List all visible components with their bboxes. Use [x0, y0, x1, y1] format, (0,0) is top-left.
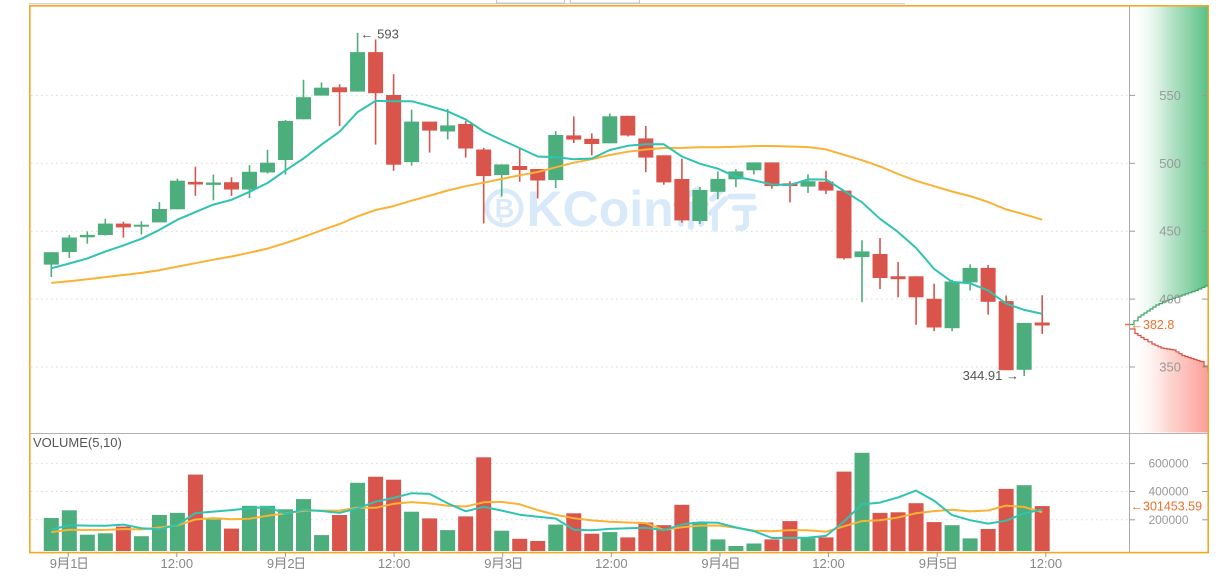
- svg-text:2: 2: [287, 556, 294, 571]
- svg-text:4: 4: [722, 556, 729, 571]
- svg-text:←301453.59: ←301453.59: [1131, 500, 1203, 514]
- svg-text:12:00: 12:00: [595, 556, 628, 571]
- svg-text:450: 450: [1159, 224, 1181, 239]
- svg-text:344.91 →: 344.91 →: [963, 368, 1019, 383]
- svg-text:500: 500: [1159, 156, 1181, 171]
- svg-text:600000: 600000: [1148, 457, 1188, 471]
- svg-text:5: 5: [939, 556, 946, 571]
- svg-text:350: 350: [1159, 360, 1181, 375]
- svg-text:12:00: 12:00: [378, 556, 411, 571]
- svg-text:← 593: ← 593: [361, 27, 399, 42]
- svg-text:B: B: [495, 194, 515, 224]
- svg-text:1: 1: [70, 556, 77, 571]
- svg-text:12:00: 12:00: [161, 556, 194, 571]
- svg-text:9: 9: [919, 556, 926, 571]
- svg-text:KCoin: KCoin: [527, 181, 674, 237]
- svg-text:9: 9: [484, 556, 491, 571]
- svg-text:9: 9: [267, 556, 274, 571]
- svg-text:400: 400: [1159, 292, 1181, 307]
- svg-text:200000: 200000: [1148, 513, 1188, 527]
- svg-text:550: 550: [1159, 88, 1181, 103]
- svg-text:VOLUME(5,10): VOLUME(5,10): [33, 435, 122, 450]
- svg-text:9: 9: [50, 556, 57, 571]
- svg-text:3: 3: [505, 556, 512, 571]
- svg-text:12:00: 12:00: [812, 556, 845, 571]
- svg-text:9: 9: [701, 556, 708, 571]
- svg-text:400000: 400000: [1148, 485, 1188, 499]
- svg-text:12:00: 12:00: [1030, 556, 1063, 571]
- svg-text:←382.8: ←382.8: [1131, 318, 1175, 332]
